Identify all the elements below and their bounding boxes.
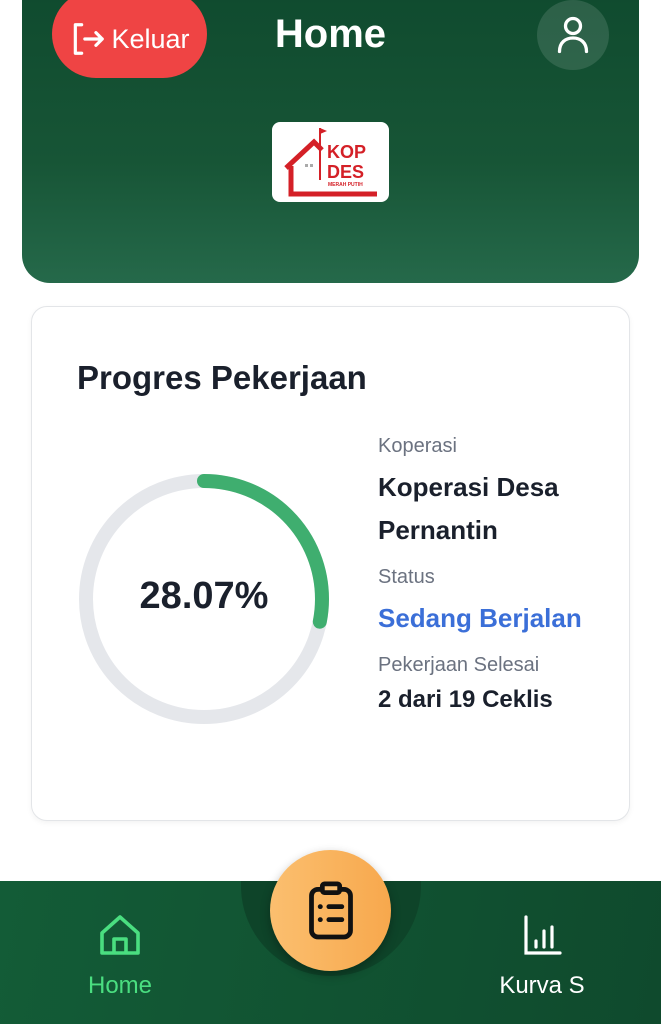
kopdes-logo: KOP DES MERAH PUTIH	[272, 122, 389, 202]
status-value: Sedang Berjalan	[378, 603, 582, 633]
logout-icon	[74, 23, 105, 55]
progress-percent: 28.07%	[139, 575, 269, 617]
logout-label: Keluar	[111, 23, 190, 54]
bar-chart-icon	[524, 915, 562, 955]
progress-arc	[79, 474, 329, 724]
progress-ring	[79, 474, 329, 724]
card-title: Progres Pekerjaan	[77, 359, 367, 396]
svg-text:KOP: KOP	[327, 142, 366, 162]
done-value: 2 dari 19 Ceklis	[378, 686, 553, 713]
svg-text:DES: DES	[327, 162, 364, 182]
logout-button[interactable]: Keluar	[52, 0, 207, 78]
page-title: Home	[274, 12, 387, 56]
done-label: Pekerjaan Selesai	[378, 654, 540, 676]
nav-home-label: Home	[87, 972, 153, 999]
nav-kurva-label: Kurva S	[499, 972, 585, 999]
nav-kurva-s[interactable]: Kurva S	[472, 911, 612, 1000]
status-label: Status	[378, 566, 435, 588]
home-icon	[100, 915, 140, 955]
nav-home[interactable]: Home	[50, 911, 190, 1000]
progress-card: Progres Pekerjaan 28.07% Koperasi Kopera…	[31, 306, 630, 821]
koperasi-value: Koperasi Desa Pernantin	[378, 472, 559, 545]
user-icon	[557, 16, 589, 54]
svg-text:MERAH PUTIH: MERAH PUTIH	[328, 182, 363, 188]
checklist-fab-button[interactable]	[270, 850, 391, 971]
profile-button[interactable]	[537, 0, 609, 70]
clipboard-icon	[308, 881, 353, 939]
koperasi-label: Koperasi	[378, 435, 457, 457]
